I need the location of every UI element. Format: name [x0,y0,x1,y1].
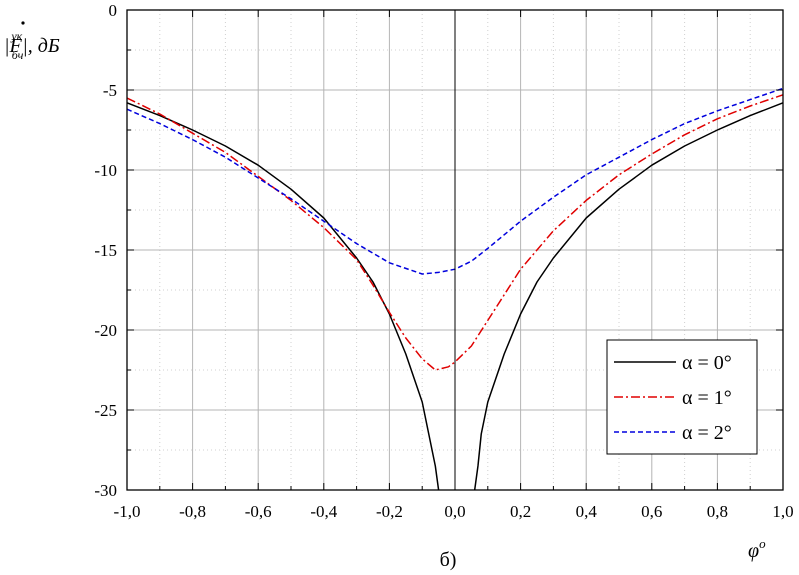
y-axis-label-prefix: | [4,35,10,57]
x-tick-label: 0,4 [576,502,598,521]
y-tick-label: -30 [94,481,117,500]
y-tick-label: -25 [94,401,117,420]
y-axis-label-symbol: F [9,35,23,57]
x-tick-label: 0,6 [641,502,662,521]
series-line-0 [126,102,784,491]
y-tick-label: -20 [94,321,117,340]
x-tick-label: 1,0 [772,502,793,521]
x-tick-label: -1,0 [114,502,141,521]
x-axis-label: φo [748,536,766,562]
y-axis-label-subscript: бч [12,48,24,62]
x-tick-label: -0,8 [179,502,206,521]
x-tick-label: 0,2 [510,502,531,521]
legend: α = 0° α = 1° α = 2° [606,339,758,455]
axes [126,9,784,491]
legend-label-alpha-0: α = 0° [682,352,732,374]
y-tick-label: 0 [109,1,118,20]
legend-label-alpha-2: α = 2° [682,422,732,444]
x-tick-label: -0,4 [310,502,337,521]
y-axis-label-suffix: |, дБ [22,35,60,57]
y-axis-label-superscript: ук [10,29,22,43]
series-line-1 [126,94,784,371]
y-axis-label: |Fбч ук|, дБ [4,29,60,62]
x-tick-label: -0,6 [245,502,272,521]
y-axis-label-dot [21,21,25,25]
y-tick-label: -5 [103,81,117,100]
y-tick-label: -15 [94,241,117,260]
legend-label-alpha-1: α = 1° [682,387,732,409]
x-axis-label-superscript: o [759,536,766,551]
x-tick-label: 0,8 [707,502,728,521]
tick-labels: -1,0 -0,8 -0,6 -0,4 -0,2 0,0 0,2 0,4 0,6 0,8 1,0 0 -… [94,1,793,521]
x-tick-label: -0,2 [376,502,403,521]
x-tick-label: 0,0 [444,502,465,521]
y-tick-label: -10 [94,161,117,180]
figure-caption: б) [440,549,457,571]
x-axis-label-symbol: φ [748,540,759,562]
